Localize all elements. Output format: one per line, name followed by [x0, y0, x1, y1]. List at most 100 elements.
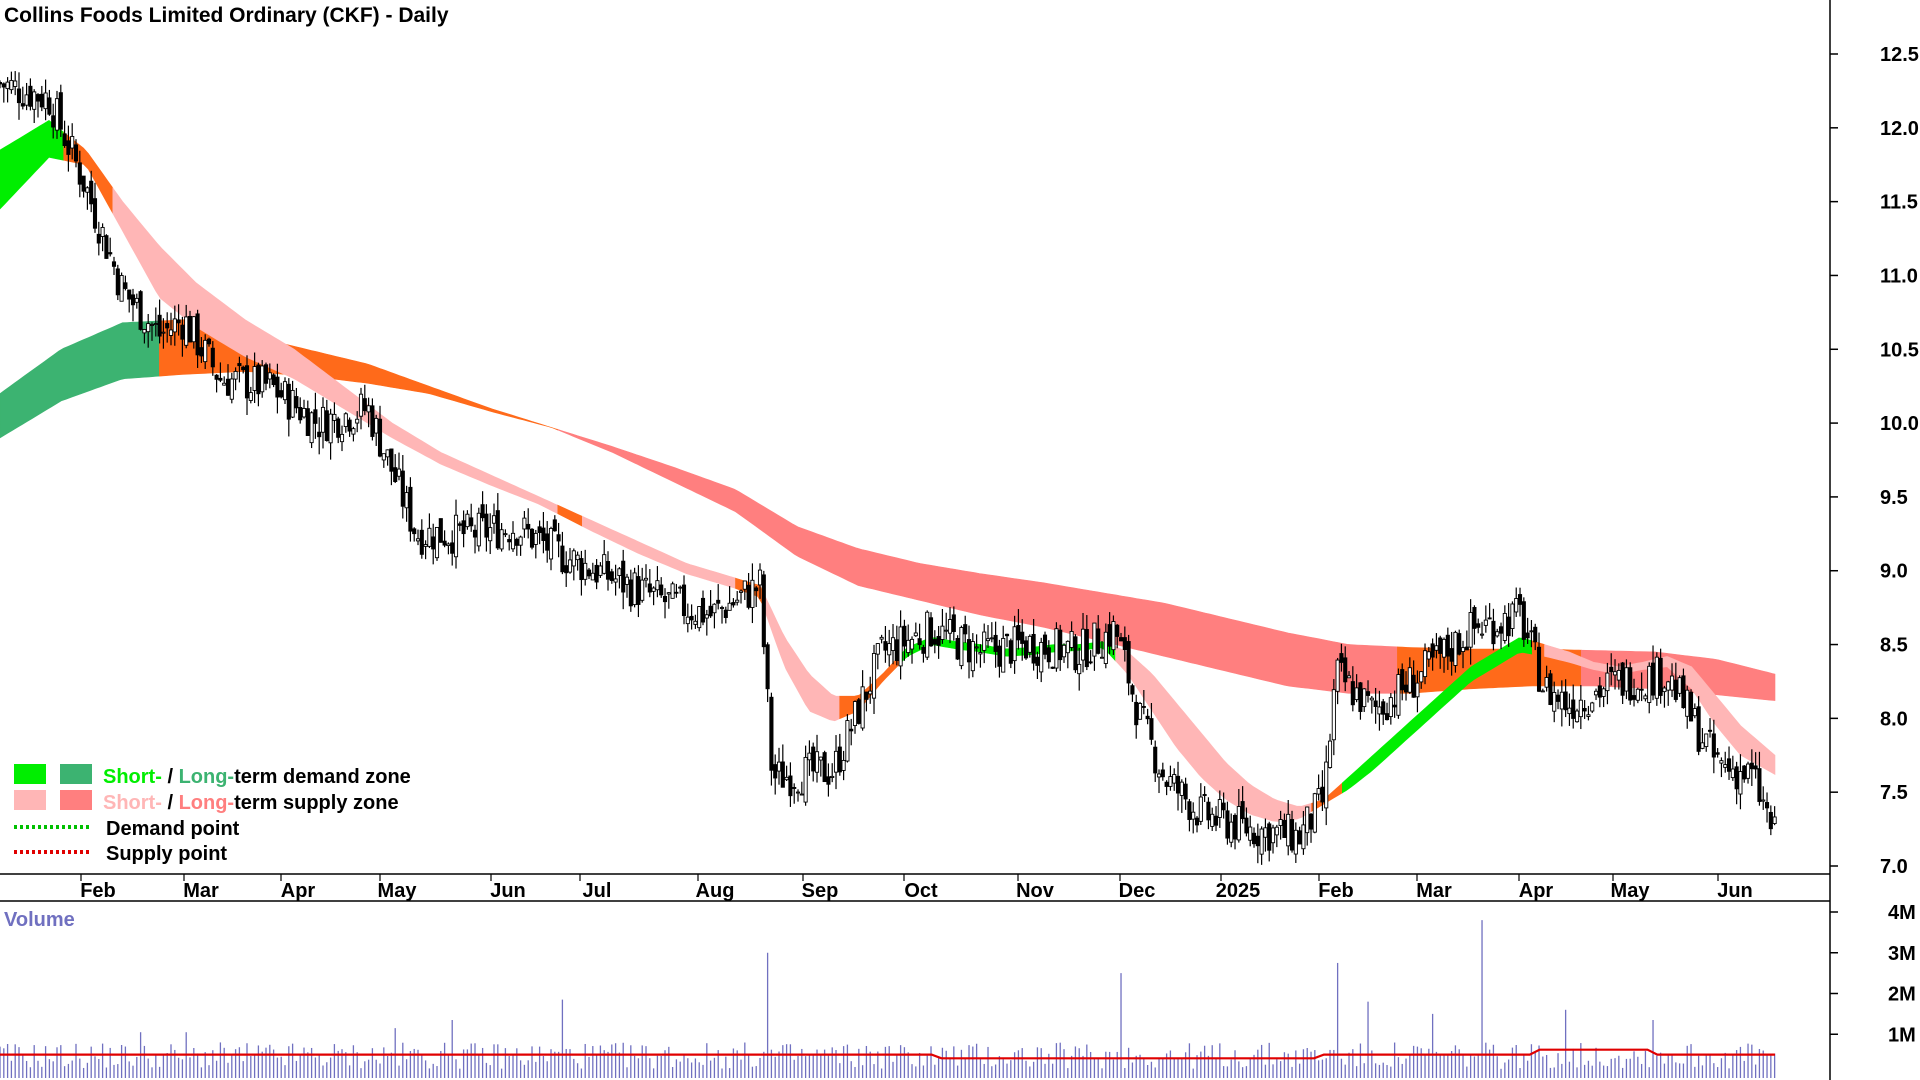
- price-bar: [807, 740, 812, 776]
- price-bar: [1476, 618, 1481, 634]
- price-bar: [115, 264, 120, 301]
- price-bar: [351, 426, 356, 442]
- price-bar: [1422, 643, 1428, 685]
- price-bar: [1567, 693, 1572, 726]
- price-bar: [624, 573, 630, 598]
- price-bar: [700, 590, 706, 626]
- price-bar: [108, 237, 113, 257]
- price-bar: [1175, 761, 1181, 811]
- price-bar: [1681, 668, 1686, 709]
- price-bar: [1206, 797, 1211, 830]
- price-bar: [415, 529, 421, 546]
- price-bar: [868, 676, 873, 704]
- price-bar: [1312, 792, 1317, 834]
- price-bar: [811, 742, 816, 782]
- price-bar: [1491, 608, 1496, 651]
- price-bar: [263, 362, 269, 391]
- price-bar: [427, 513, 432, 549]
- price-bar: [1400, 663, 1405, 701]
- time-tick-label: Apr: [1519, 880, 1554, 902]
- price-bar: [434, 526, 440, 561]
- price-bar: [761, 570, 766, 655]
- price-bar: [1137, 701, 1143, 720]
- price-bar: [628, 569, 633, 612]
- price-bar: [1426, 646, 1431, 667]
- price-bar: [814, 734, 820, 783]
- price-bar: [917, 623, 922, 650]
- price-bar: [514, 537, 519, 556]
- time-tick-label: Mar: [183, 880, 219, 902]
- price-bar: [609, 568, 614, 584]
- price-bar: [1244, 807, 1249, 837]
- price-bar: [1160, 762, 1165, 781]
- price-bar: [1609, 653, 1614, 686]
- price-bar: [1407, 657, 1412, 694]
- price-bar: [1419, 671, 1424, 689]
- price-bar: [640, 567, 645, 603]
- price-bar: [157, 299, 162, 344]
- price-bar: [1305, 806, 1310, 846]
- price-bar: [1126, 634, 1131, 696]
- price-bar: [1403, 671, 1409, 701]
- price-bar: [966, 625, 972, 679]
- price-bar: [355, 411, 360, 433]
- price-bar: [613, 564, 618, 596]
- price-bar: [423, 540, 428, 560]
- price-bar: [833, 735, 839, 790]
- price-bar: [712, 603, 717, 629]
- price-bar: [1700, 728, 1705, 750]
- price-bar: [678, 585, 683, 594]
- price-bar: [503, 529, 508, 538]
- price-bar: [1240, 786, 1245, 824]
- price-bar: [149, 322, 155, 341]
- price-bar: [1308, 813, 1314, 843]
- price-bar: [674, 583, 679, 598]
- price-bar: [153, 307, 158, 337]
- price-bar: [210, 341, 215, 376]
- price-bar: [1023, 636, 1029, 660]
- time-tick-label: 2025: [1216, 880, 1261, 902]
- price-bar: [1084, 615, 1089, 671]
- price-bar: [655, 566, 660, 598]
- price-bar: [545, 521, 550, 563]
- price-bar: [1430, 638, 1435, 671]
- price-bar: [1764, 792, 1770, 823]
- price-bar: [9, 71, 14, 94]
- price-bar: [499, 523, 504, 552]
- price-bar: [1620, 661, 1625, 705]
- price-bar: [461, 510, 466, 548]
- price-bar: [1540, 688, 1545, 693]
- price-bar: [96, 221, 101, 256]
- price-bar: [1031, 618, 1036, 671]
- price-bar: [1099, 641, 1105, 659]
- price-bar: [187, 310, 193, 343]
- price-bar: [24, 82, 29, 111]
- price-bar: [928, 612, 934, 647]
- price-bar: [1544, 665, 1549, 692]
- price-bar: [1020, 619, 1025, 661]
- price-bar: [111, 256, 117, 276]
- price-bar: [852, 700, 858, 734]
- price-bar: [1343, 646, 1348, 692]
- price-bar: [860, 670, 865, 731]
- price-bar: [1001, 625, 1006, 673]
- price-bar: [1396, 668, 1401, 719]
- price-bar: [70, 123, 75, 160]
- price-bar: [552, 515, 557, 532]
- price-bar: [1548, 670, 1553, 706]
- price-bar: [225, 364, 231, 396]
- price-bar: [66, 125, 71, 172]
- price-bar: [206, 337, 212, 347]
- price-bar: [598, 562, 603, 578]
- price-bar: [1571, 684, 1576, 729]
- price-bar: [1035, 651, 1040, 680]
- price-bar: [1578, 685, 1583, 730]
- price-bar: [507, 534, 512, 551]
- price-bar: [1533, 623, 1538, 651]
- price-bar: [556, 522, 561, 558]
- price-bar: [1004, 633, 1010, 648]
- price-bar: [1574, 708, 1580, 723]
- price-bar: [1726, 746, 1732, 780]
- price-bar: [1149, 702, 1154, 745]
- price-bar: [1654, 652, 1659, 706]
